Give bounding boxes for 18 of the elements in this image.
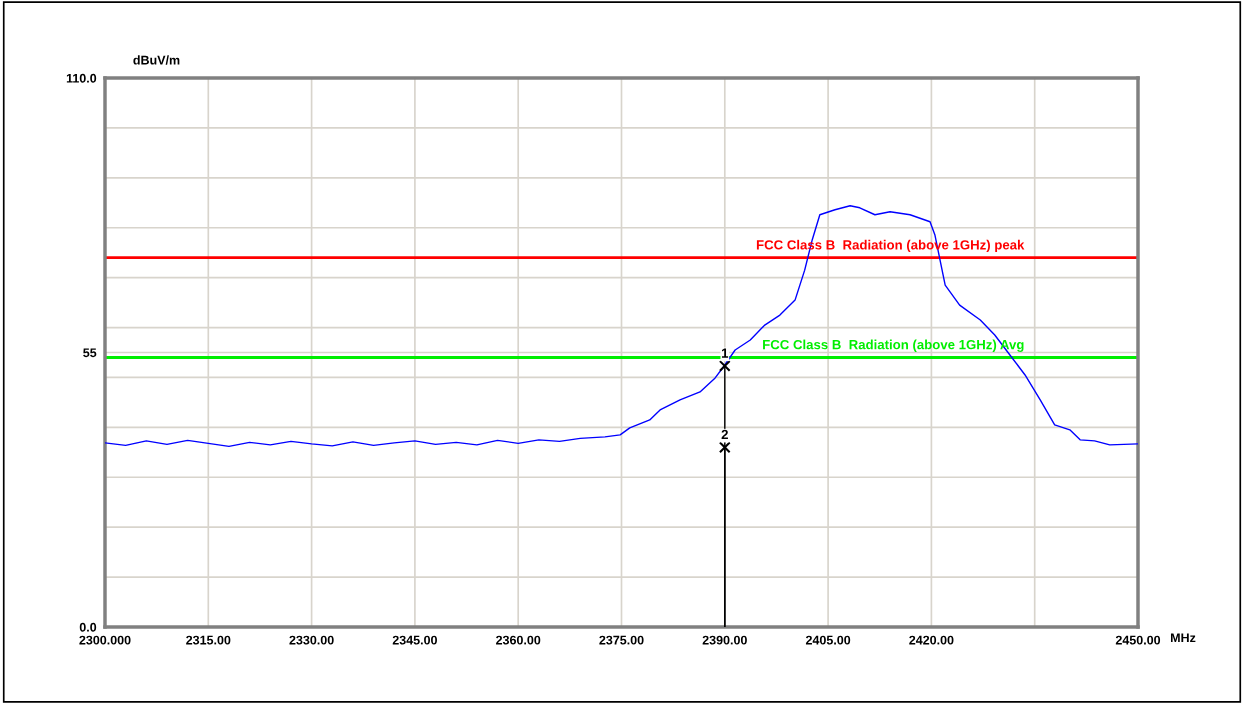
x-tick-label: 2420.00 — [909, 635, 954, 645]
x-tick-label: 2360.00 — [496, 635, 541, 645]
x-tick-label: 2405.00 — [805, 635, 851, 645]
x-tick-label: 2300.000 — [79, 635, 131, 645]
y-axis-title: dBuV/m — [133, 55, 180, 65]
annotation: 1 — [721, 348, 729, 358]
x-tick-label: 2315.00 — [186, 635, 231, 645]
x-tick-label: 2450.00 — [1115, 635, 1161, 645]
x-tick-label: 2390.00 — [702, 635, 747, 645]
annotation: 2 — [721, 429, 728, 440]
x-tick-label: 2345.00 — [392, 635, 437, 645]
line-series — [105, 205, 1138, 448]
x-tick-label: 2375.00 — [599, 635, 644, 645]
y-tick-label: 110.0 — [66, 73, 97, 83]
y-tick-label: 0.0 — [79, 622, 97, 632]
x-axis-title: MHz — [1170, 633, 1196, 643]
x-tick-label: 2330.00 — [289, 635, 334, 645]
y-tick-label: 55 — [83, 348, 97, 358]
